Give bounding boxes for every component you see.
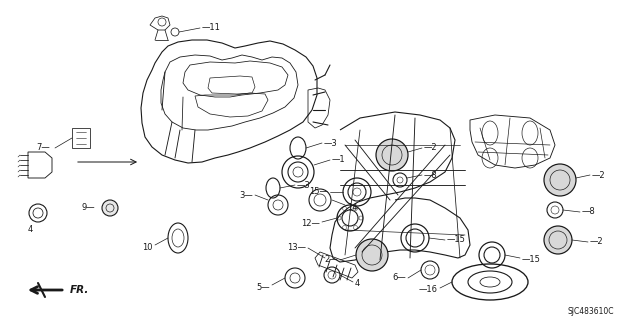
Text: —15: —15 bbox=[447, 235, 466, 244]
Text: —3: —3 bbox=[297, 181, 311, 189]
Text: —2: —2 bbox=[592, 170, 605, 180]
Circle shape bbox=[544, 226, 572, 254]
Text: 2—: 2— bbox=[324, 256, 338, 264]
Text: 14: 14 bbox=[347, 203, 358, 211]
Text: —15: —15 bbox=[522, 256, 541, 264]
Text: 3—: 3— bbox=[239, 190, 253, 199]
Text: —1: —1 bbox=[332, 155, 346, 165]
Text: —2: —2 bbox=[424, 144, 438, 152]
Circle shape bbox=[102, 200, 118, 216]
Circle shape bbox=[376, 139, 408, 171]
Text: —2: —2 bbox=[590, 238, 604, 247]
Circle shape bbox=[356, 239, 388, 271]
Text: 5—: 5— bbox=[257, 283, 270, 292]
Text: 12—: 12— bbox=[301, 219, 320, 228]
Text: FR.: FR. bbox=[70, 285, 90, 295]
Text: 4: 4 bbox=[28, 226, 33, 234]
Text: —11: —11 bbox=[202, 24, 221, 33]
Text: 6—: 6— bbox=[392, 273, 406, 283]
Circle shape bbox=[544, 164, 576, 196]
Text: —8: —8 bbox=[582, 207, 596, 217]
Text: 15—: 15— bbox=[309, 188, 328, 197]
Text: 4: 4 bbox=[355, 279, 360, 288]
Text: 9—: 9— bbox=[81, 204, 95, 212]
Text: —3: —3 bbox=[324, 138, 338, 147]
Text: 7—: 7— bbox=[36, 144, 50, 152]
Text: 13—: 13— bbox=[287, 243, 306, 253]
Text: SJC483610C: SJC483610C bbox=[568, 308, 614, 316]
Text: —8: —8 bbox=[424, 170, 438, 180]
Text: —16: —16 bbox=[419, 286, 438, 294]
Text: 10: 10 bbox=[143, 242, 153, 251]
